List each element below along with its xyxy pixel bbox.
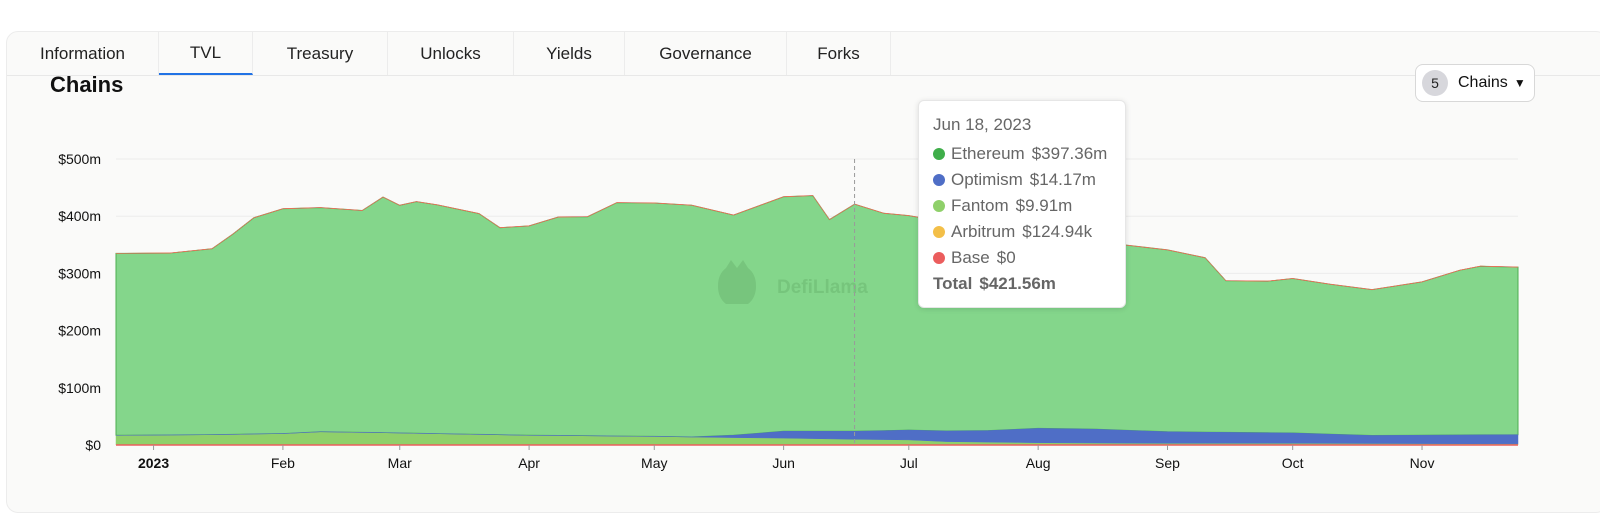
chart-title: Chains [50,72,124,97]
tab-unlocks[interactable]: Unlocks [388,32,514,75]
watermark-text: DefiLlama [777,277,868,298]
tab-governance[interactable]: Governance [625,32,787,75]
chains-selector-label: Chains [1458,74,1508,91]
x-tick-label: Sep [1155,455,1180,471]
y-tick-label: $200m [58,323,101,339]
x-tick-label: Mar [388,455,412,471]
tooltip-row-optimism: Optimism $14.17m [933,167,1125,193]
x-tick-label: Apr [518,455,540,471]
tooltip-date: Jun 18, 2023 [933,115,1032,134]
y-tick-label: $0 [85,437,101,453]
tab-information[interactable]: Information [7,32,159,75]
tooltip-series-name: Arbitrum [951,222,1016,241]
y-tick-label: $300m [58,265,101,281]
tab-tvl[interactable]: TVL [159,32,253,75]
x-tick-label: Jul [900,455,918,471]
y-tick-label: $400m [58,208,101,224]
y-tick-label: $100m [58,380,101,396]
tooltip-total-label: Total [933,274,973,293]
tooltip-series-value: $9.91m [1015,196,1073,215]
chains-selector[interactable]: 5 Chains ▼ [1415,64,1535,102]
area-series-optimism [115,428,1519,445]
y-tick-label: $500m [58,151,101,167]
tooltip-row-ethereum: Ethereum $397.36m [933,141,1125,167]
tooltip-series-name: Fantom [951,196,1009,215]
x-tick-label: Oct [1282,455,1304,471]
llama-logo-icon [718,260,756,304]
tooltip-total-value: $421.56m [979,274,1056,293]
tooltip-total: Total $421.56m [933,271,1125,297]
tooltip-series-name: Base [951,248,990,267]
tooltip-series-value: $0 [996,248,1016,267]
tooltip-series-name: Ethereum [951,144,1025,163]
tooltip-series-value: $124.94k [1022,222,1093,241]
chevron-down-icon: ▼ [1513,76,1526,90]
tooltip-series-value: $397.36m [1031,144,1108,163]
legend-dot-icon [933,174,945,186]
tooltip-series-name: Optimism [951,170,1023,189]
x-tick-label: Feb [271,455,295,471]
legend-dot-icon [933,226,945,238]
tvl-chart[interactable]: DefiLlama $0 $100m $200m $300m $400m $500m 20… [0,0,1600,497]
chart-tooltip: Jun 18, 2023 Ethereum $397.36m Optimism $14… [918,100,1126,308]
tab-bar: Information TVL Treasury Unlocks Yields … [7,32,1600,76]
legend-dot-icon [933,200,945,212]
chains-count-badge: 5 [1422,70,1448,96]
area-series-ethereum [115,195,1519,438]
tooltip-row-fantom: Fantom $9.91m [933,193,1125,219]
x-tick-label: 2023 [138,455,169,471]
tab-treasury[interactable]: Treasury [253,32,388,75]
legend-dot-icon [933,252,945,264]
x-tick-label: Jun [772,455,795,471]
tab-yields[interactable]: Yields [514,32,625,75]
tab-forks[interactable]: Forks [787,32,891,75]
legend-dot-icon [933,148,945,160]
area-series-base [115,195,1519,290]
x-tick-label: Aug [1026,455,1051,471]
defillama-watermark: DefiLlama [718,260,868,304]
x-tick-label: May [641,455,667,471]
tooltip-row-arbitrum: Arbitrum $124.94k [933,219,1125,245]
tooltip-row-base: Base $0 [933,245,1125,271]
tooltip-series-value: $14.17m [1029,170,1096,189]
x-tick-label: Nov [1410,455,1435,471]
